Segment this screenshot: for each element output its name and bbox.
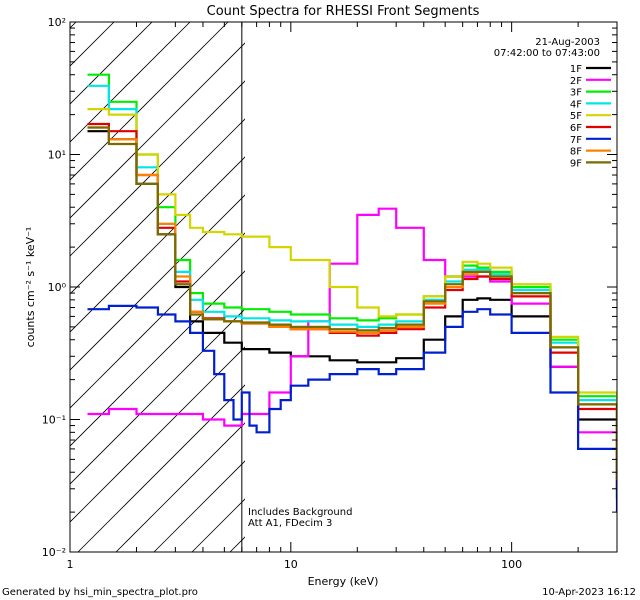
footer-generated-by: Generated by hsi_min_spectra_plot.pro	[2, 587, 198, 598]
x-tick-label: 1	[67, 558, 74, 571]
legend-label-3f: 3F	[570, 88, 582, 99]
series-line-4f	[87, 84, 617, 480]
series-line-5f	[87, 108, 617, 466]
y-axis-label: counts cm⁻² s⁻¹ keV⁻¹	[24, 227, 37, 348]
hatched-region	[0, 0, 245, 552]
hatch-line	[70, 118, 245, 295]
footer-timestamp: 10-Apr-2023 16:12	[542, 587, 636, 598]
y-tick-label: 10⁰	[48, 281, 67, 294]
y-tick-label: 10⁻²	[42, 546, 66, 559]
series-line-9f	[87, 126, 617, 480]
hatch-line	[115, 422, 245, 552]
hatch-line	[70, 22, 153, 105]
hatch-line	[70, 232, 245, 409]
hatch-line	[70, 22, 191, 143]
series-line-6f	[87, 122, 617, 489]
series-line-7f	[87, 304, 617, 513]
chart-title: Count Spectra for RHESSI Front Segments	[207, 4, 480, 19]
time-range-label: 07:42:00 to 07:43:00	[494, 48, 600, 59]
hatch-line	[70, 22, 229, 181]
legend-label-1f: 1F	[570, 64, 582, 75]
hatch-line	[77, 384, 245, 552]
y-tick-label: 10⁻¹	[42, 414, 66, 427]
date-label: 21-Aug-2003	[535, 37, 600, 48]
legend-label-2f: 2F	[570, 76, 582, 87]
annotation-attenuator: Att A1, FDecim 3	[248, 518, 332, 529]
hatch-line	[70, 346, 245, 523]
hatch-line	[0, 0, 108, 552]
legend-label-7f: 7F	[570, 135, 582, 146]
y-axis: 10² 10¹ 10⁰ 10⁻¹ 10⁻²	[42, 16, 617, 559]
annotation-background: Includes Background	[248, 507, 352, 518]
x-axis-label: Energy (keV)	[308, 575, 379, 588]
hatch-line	[70, 22, 77, 29]
legend-label-8f: 8F	[570, 147, 582, 158]
y-tick-label: 10²	[48, 16, 66, 29]
hatch-line	[70, 22, 115, 67]
hatch-line	[70, 308, 245, 485]
hatch-line	[70, 42, 245, 219]
legend-label-5f: 5F	[570, 111, 582, 122]
y-tick-label: 10¹	[48, 149, 66, 162]
series-lines	[87, 73, 617, 513]
x-tick-label: 100	[501, 558, 522, 571]
hatch-line	[70, 80, 245, 257]
hatch-line	[153, 460, 245, 552]
x-axis: 1 10 100	[67, 22, 618, 571]
hatch-line	[70, 156, 245, 333]
hatch-line	[70, 194, 245, 371]
legend-label-6f: 6F	[570, 123, 582, 134]
legend-label-9f: 9F	[570, 158, 582, 169]
x-tick-label: 10	[284, 558, 298, 571]
legend-label-4f: 4F	[570, 99, 582, 110]
